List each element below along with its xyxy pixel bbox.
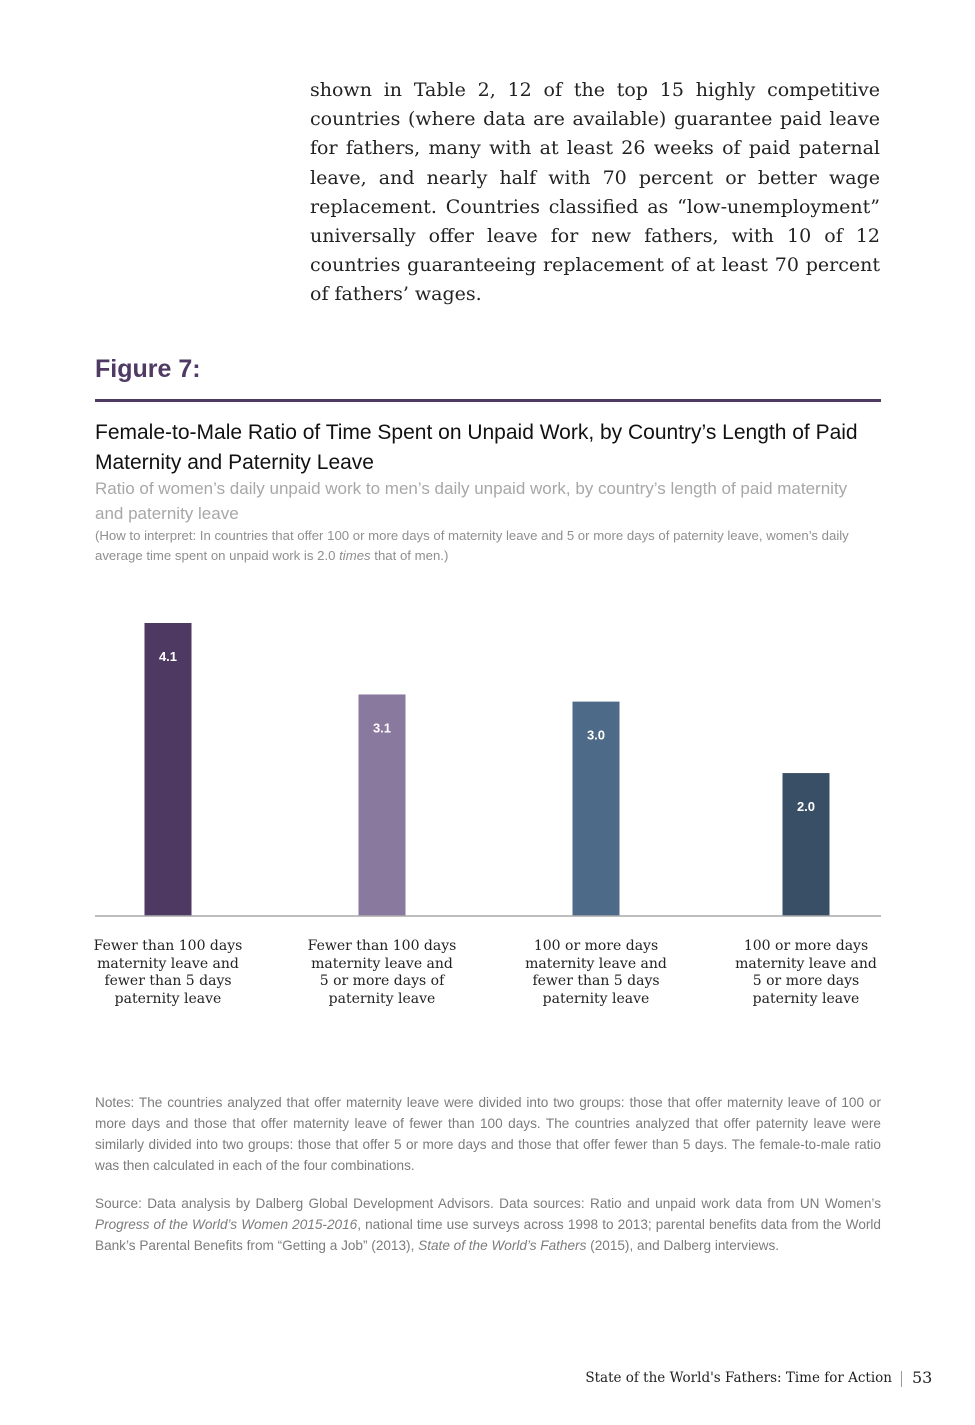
page-number: 53 xyxy=(912,1368,933,1387)
bar-2 xyxy=(358,694,406,916)
bar-value-label-4: 2.0 xyxy=(797,799,815,814)
category-label-3: 100 or more days maternity leave and few… xyxy=(525,938,667,1007)
footer-title: State of the World's Fathers: Time for A… xyxy=(585,1370,892,1386)
bar-3 xyxy=(572,701,620,916)
bar-value-label-1: 4.1 xyxy=(159,649,177,664)
chart-subtitle: Ratio of women’s daily unpaid work to me… xyxy=(95,479,848,523)
footer-separator xyxy=(901,1371,902,1387)
chart-title: Female-to-Male Ratio of Time Spent on Un… xyxy=(95,421,858,474)
interpretation-text-start: (How to interpret: In countries that off… xyxy=(95,528,849,563)
interpretation-text-italic: times xyxy=(339,548,371,563)
bar-1 xyxy=(144,623,192,916)
chart-interpretation-note: (How to interpret: In countries that off… xyxy=(95,526,881,566)
figure-label: Figure 7: xyxy=(95,355,201,383)
intro-paragraph: shown in Table 2, 12 of the top 15 highl… xyxy=(310,79,880,306)
chart-notes: Notes: The countries analyzed that offer… xyxy=(95,1095,881,1173)
category-label-4: 100 or more days maternity leave and 5 o… xyxy=(735,938,877,1007)
category-label-2: Fewer than 100 days maternity leave and … xyxy=(307,938,457,1007)
source-text-3: (2015), and Dalberg interviews. xyxy=(586,1238,780,1253)
source-title-1: Progress of the World’s Women 2015-2016 xyxy=(95,1217,358,1232)
chart-source: Source: Data analysis by Dalberg Global … xyxy=(95,1193,881,1256)
bar-value-label-3: 3.0 xyxy=(587,728,605,743)
bars-group: 4.1 3.1 3.0 2.0 xyxy=(144,623,830,916)
interpretation-text-end: that of men.) xyxy=(370,548,449,563)
figure-divider xyxy=(95,399,881,402)
source-title-2: State of the World’s Fathers xyxy=(418,1238,587,1253)
bar-value-label-2: 3.1 xyxy=(373,720,391,735)
bar-chart: 4.1 3.1 3.0 2.0 xyxy=(95,623,881,917)
category-label-1: Fewer than 100 days maternity leave and … xyxy=(93,938,243,1007)
source-text-2: , national time use surveys across 1998 … xyxy=(95,1217,881,1253)
source-text-1: Source: Data analysis by Dalberg Global … xyxy=(95,1196,881,1211)
bar-4 xyxy=(782,773,830,916)
